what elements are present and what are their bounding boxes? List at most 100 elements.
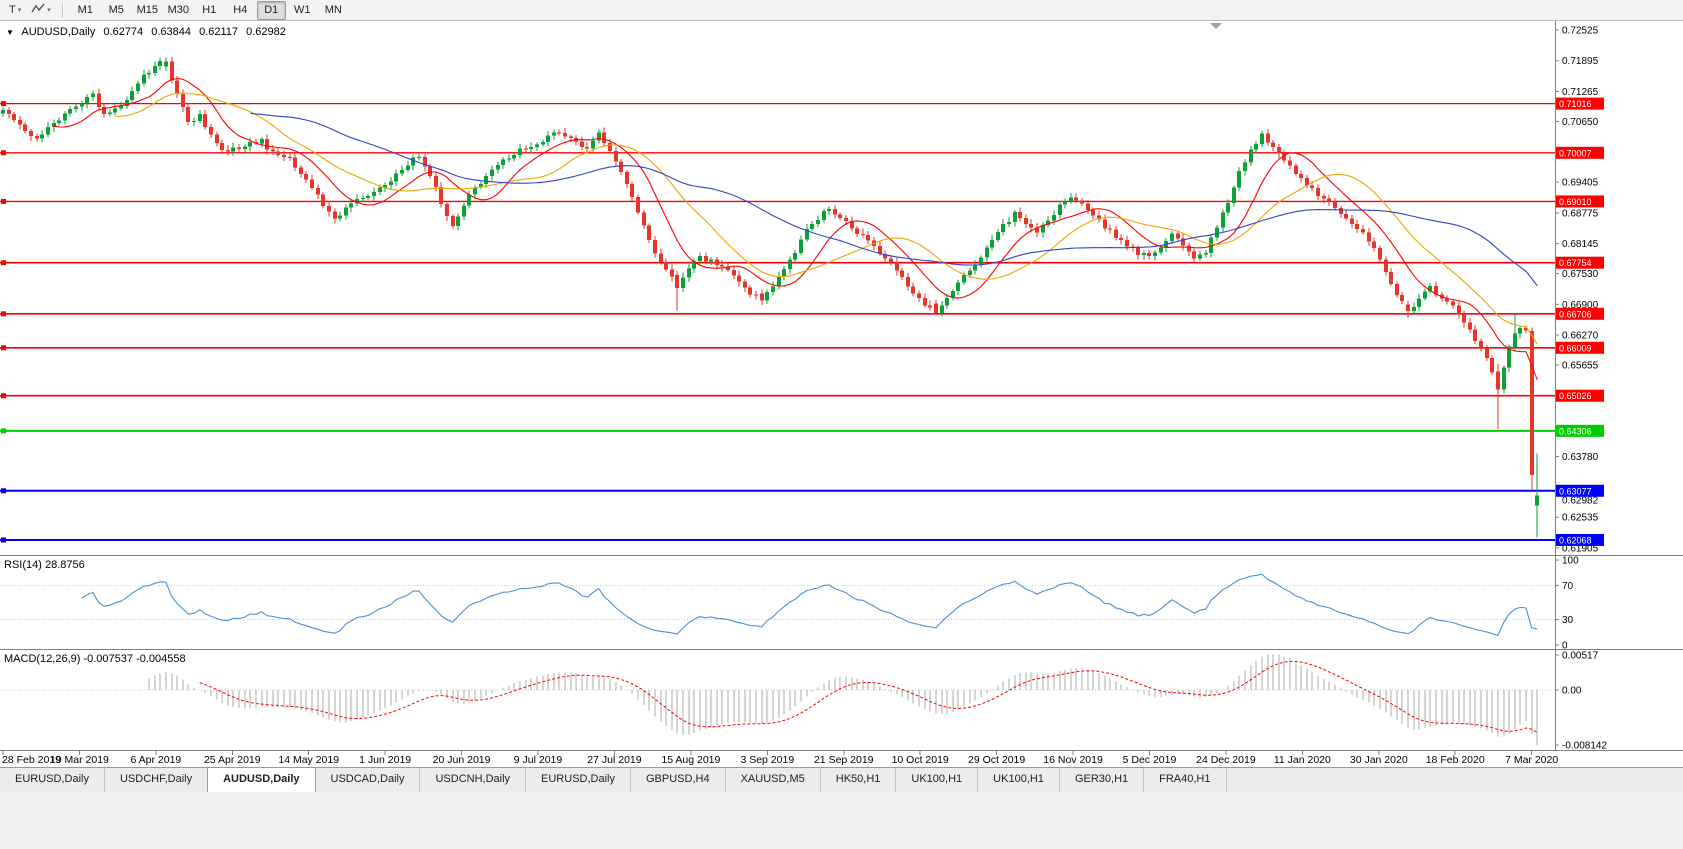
chart-tab-5-eurusd-daily[interactable]: EURUSD,Daily	[526, 768, 631, 792]
line-left-handle[interactable]	[1, 198, 6, 204]
price-tag-0.66009	[1556, 341, 1604, 354]
timeframe-button-w1[interactable]: W1	[294, 3, 311, 16]
price-tag-label: 0.62068	[1559, 535, 1592, 545]
line-left-handle[interactable]	[1, 101, 6, 107]
price-tag-label: 0.66706	[1559, 309, 1592, 319]
t-tool-button[interactable]: T ▾	[4, 0, 26, 20]
chart-tab-6-gbpusd-h4[interactable]: GBPUSD,H4	[631, 768, 726, 792]
timeframe-button-m30[interactable]: M30	[167, 3, 189, 16]
current-price-label: 0.62982	[1562, 495, 1599, 506]
line-left-handle[interactable]	[1, 393, 6, 399]
timeframe-button-m15[interactable]: M15	[136, 3, 158, 16]
x-axis-label: 10 Oct 2019	[892, 754, 949, 766]
price-tag-label: 0.63077	[1559, 486, 1592, 496]
chart-shift-marker[interactable]	[1210, 23, 1222, 29]
price-tag-0.66706	[1556, 307, 1604, 320]
x-axis-label: 30 Jan 2020	[1350, 754, 1408, 766]
chart-tab-bar: EURUSD,Daily USDCHF,Daily AUDUSD,Daily USDC…	[0, 767, 1683, 792]
rsi-indicator-label: RSI(14) 28.8756	[4, 559, 85, 571]
rsi-axis-label: 0	[1562, 641, 1568, 652]
price-tag-label: 0.65026	[1559, 391, 1592, 401]
timeframe-button-m1[interactable]: M1	[77, 3, 93, 16]
price-tag-0.70007	[1556, 146, 1604, 159]
line-left-handle[interactable]	[1, 345, 6, 351]
timeframe-button-mn[interactable]: MN	[324, 3, 342, 16]
timeframe-button-m5[interactable]: M5	[108, 3, 124, 16]
price-tag-0.62068	[1556, 533, 1604, 546]
frame-layer	[0, 21, 1683, 751]
x-axis-label: 5 Dec 2019	[1123, 754, 1177, 766]
price-tag-0.69010	[1556, 195, 1604, 208]
line-left-handle[interactable]	[1, 150, 6, 156]
chart-tab-7-xauusd-m5[interactable]: XAUUSD,M5	[726, 768, 821, 792]
y-axis-tick-label: 0.66270	[1562, 331, 1599, 342]
chart-tab-12-fra40-h1[interactable]: FRA40,H1	[1144, 768, 1227, 792]
line-left-handle[interactable]	[1, 537, 6, 543]
rsi-axis-label: 30	[1562, 615, 1574, 626]
chart-tab-3-usdcad-daily[interactable]: USDCAD,Daily	[316, 768, 421, 792]
price-tag-label: 0.70007	[1559, 148, 1592, 158]
chart-tab-4-usdcnh-daily[interactable]: USDCNH,Daily	[420, 768, 527, 792]
line-left-handle[interactable]	[1, 260, 6, 266]
ma-line-21	[115, 92, 1538, 345]
x-axis-label: 16 Nov 2019	[1043, 754, 1103, 766]
price-tag-label: 0.67754	[1559, 258, 1592, 268]
toolbar-separator	[61, 2, 64, 18]
ohlc-open: 0.62774	[103, 26, 144, 38]
x-axis-label: 25 Apr 2019	[204, 754, 261, 766]
x-axis-label: 20 Jun 2019	[433, 754, 491, 766]
line-left-handle[interactable]	[1, 488, 6, 494]
x-axis-label: 14 May 2019	[278, 754, 339, 766]
price-tag-0.71016	[1556, 97, 1604, 110]
y-axis-tick-label: 0.72525	[1562, 26, 1599, 37]
price-axis-labels: 0.72525 0.71895 0.71265 0.70650 0.69405 0.687…	[1555, 26, 1599, 554]
chart-tab-0-eurusd-daily[interactable]: EURUSD,Daily	[0, 768, 105, 792]
chart-tab-10-uk100-h1[interactable]: UK100,H1	[978, 768, 1060, 792]
x-axis-label: 3 Sep 2019	[740, 754, 794, 766]
price-tag-0.67754	[1556, 256, 1604, 269]
chevron-down-icon: ▾	[17, 7, 22, 14]
time-axis[interactable]	[0, 751, 1555, 767]
x-axis-label: 15 Aug 2019	[661, 754, 720, 766]
timeframe-button-d1[interactable]: D1	[256, 0, 286, 20]
macd-indicator-label: MACD(12,26,9) -0.007537 -0.004558	[4, 653, 186, 665]
price-axis[interactable]	[1556, 21, 1683, 751]
x-axis-label: 21 Sep 2019	[814, 754, 874, 766]
chart-window: 0.72525 0.71895 0.71265 0.70650 0.69405 0.687…	[0, 21, 1683, 767]
ohlc-close: 0.62982	[246, 26, 286, 38]
price-tag-0.63077	[1556, 484, 1604, 497]
y-axis-tick-label: 0.71895	[1562, 56, 1599, 67]
chart-tab-11-ger30-h1[interactable]: GER30,H1	[1060, 768, 1145, 792]
one-click-trading-arrow-icon[interactable]: ▼	[6, 28, 14, 37]
x-axis-label: 9 Jul 2019	[514, 754, 563, 766]
line-left-handle[interactable]	[1, 311, 6, 317]
chart-tab-8-hk50-h1[interactable]: HK50,H1	[821, 768, 897, 792]
rsi-line	[81, 573, 1538, 636]
chart-canvas[interactable]: 0.72525 0.71895 0.71265 0.70650 0.69405 0.687…	[0, 21, 1683, 767]
timeframe-toolbar: T ▾ ▾ M1 M5 M15 M30 H1 H4 D1 W1 MN	[0, 0, 1683, 21]
chart-tab-9-uk100-h1[interactable]: UK100,H1	[896, 768, 979, 792]
macd-axis-label: 0.00	[1562, 686, 1582, 697]
chart-tab-1-usdchf-daily[interactable]: USDCHF,Daily	[105, 768, 209, 792]
zigzag-tool-button[interactable]: ▾	[26, 0, 56, 20]
price-line-tags: 0.71016 0.70007 0.69010 0.67754 0.66706 0.660…	[1556, 97, 1604, 546]
x-axis-label: 18 Feb 2020	[1426, 754, 1485, 766]
rsi-axis-label: 70	[1562, 581, 1574, 592]
x-axis-label: 11 Jan 2020	[1274, 754, 1331, 766]
chart-tab-2-audusd-daily[interactable]: AUDUSD,Daily	[207, 768, 316, 792]
ohlc-low: 0.62117	[199, 26, 239, 38]
timeframe-button-h1[interactable]: H1	[202, 3, 217, 16]
price-tag-label: 0.71016	[1559, 99, 1592, 109]
x-axis-label: 6 Apr 2019	[130, 754, 181, 766]
y-axis-tick-label: 0.69405	[1562, 178, 1599, 189]
x-axis-label: 28 Feb 2019	[2, 754, 61, 766]
timeframe-button-h4[interactable]: H4	[233, 3, 248, 16]
zigzag-icon	[31, 2, 45, 18]
symbol-period-label: AUDUSD,Daily	[21, 26, 96, 38]
time-axis-labels: 28 Feb 201919 Mar 2019 6 Apr 2019 25 Apr 2…	[2, 751, 1558, 766]
macd-signal-line	[199, 660, 1538, 733]
chevron-down-icon: ▾	[47, 7, 51, 14]
x-axis-label: 24 Dec 2019	[1196, 754, 1256, 766]
line-left-handle[interactable]	[1, 428, 6, 434]
